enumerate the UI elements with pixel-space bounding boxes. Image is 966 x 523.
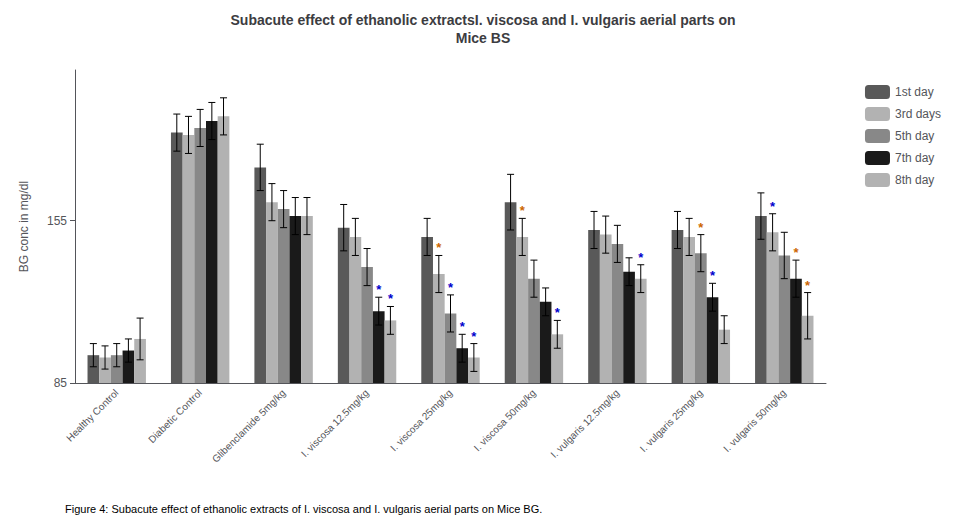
svg-text:*: *	[710, 268, 716, 283]
svg-text:Glibenclamide 5mg/kg: Glibenclamide 5mg/kg	[210, 387, 288, 465]
svg-text:*: *	[555, 305, 561, 320]
svg-text:Diabetic Control: Diabetic Control	[146, 387, 204, 445]
svg-text:85: 85	[54, 376, 68, 390]
svg-text:I. vulgaris 25mg/kg: I. vulgaris 25mg/kg	[638, 387, 705, 454]
svg-text:BG conc in mg/dl: BG conc in mg/dl	[17, 181, 31, 272]
svg-text:*: *	[436, 240, 442, 255]
svg-text:5th day: 5th day	[895, 129, 934, 143]
svg-text:7th day: 7th day	[895, 151, 934, 165]
svg-text:I. viscosa 12.5mg/kg: I. viscosa 12.5mg/kg	[299, 387, 371, 459]
svg-text:I. vulgaris 50mg/kg: I. vulgaris 50mg/kg	[721, 387, 788, 454]
svg-text:*: *	[638, 250, 644, 265]
svg-text:1st day: 1st day	[895, 85, 934, 99]
svg-text:*: *	[376, 282, 382, 297]
svg-text:*: *	[448, 280, 454, 295]
svg-text:*: *	[793, 245, 799, 260]
svg-text:I. vulgaris 12.5mg/kg: I. vulgaris 12.5mg/kg	[548, 387, 621, 460]
svg-text:I. viscosa 50mg/kg: I. viscosa 50mg/kg	[472, 387, 538, 453]
svg-text:Mice BS: Mice BS	[456, 30, 510, 46]
svg-text:*: *	[805, 278, 811, 293]
svg-text:Figure 4: Subacute effect of e: Figure 4: Subacute effect of ethanolic e…	[65, 503, 542, 515]
svg-text:*: *	[388, 291, 394, 306]
svg-text:*: *	[698, 220, 704, 235]
svg-text:*: *	[770, 199, 776, 214]
svg-text:Subacute effect of ethanolic e: Subacute effect of ethanolic extractsI. …	[231, 12, 736, 28]
svg-text:*: *	[460, 319, 466, 334]
svg-text:8th day: 8th day	[895, 173, 934, 187]
svg-text:155: 155	[47, 214, 67, 228]
svg-text:I. viscosa 25mg/kg: I. viscosa 25mg/kg	[388, 387, 454, 453]
svg-text:Healthy Control: Healthy Control	[64, 387, 120, 443]
svg-text:3rd days: 3rd days	[895, 107, 941, 121]
svg-text:*: *	[471, 329, 477, 344]
svg-text:*: *	[520, 203, 526, 218]
